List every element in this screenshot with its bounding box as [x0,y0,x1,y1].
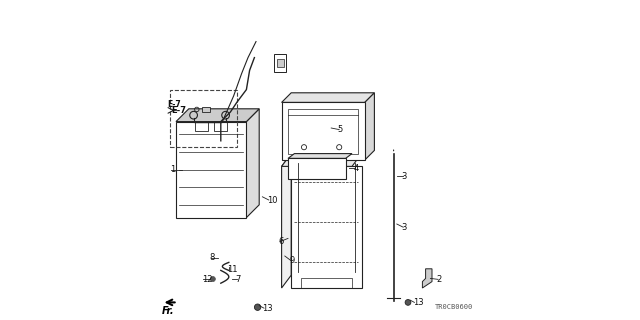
Bar [288,109,358,154]
Polygon shape [288,154,352,158]
Text: Fr.: Fr. [162,306,174,316]
Text: 3: 3 [402,172,407,180]
Polygon shape [246,109,259,218]
Text: 2: 2 [436,275,442,284]
Text: TR0CB0600: TR0CB0600 [435,304,474,310]
Polygon shape [422,269,432,288]
Text: 4: 4 [354,164,359,172]
Polygon shape [365,93,374,160]
Text: 5: 5 [338,125,343,134]
Bar [202,107,210,112]
Polygon shape [282,93,374,102]
Text: 1: 1 [170,165,175,174]
Text: 13: 13 [262,304,273,313]
Bar [291,166,362,288]
Bar [282,102,365,160]
Text: E-7: E-7 [172,106,186,115]
Text: 6: 6 [278,237,284,246]
Bar [214,122,227,131]
Text: 13: 13 [413,298,424,307]
Text: 12: 12 [202,275,212,284]
Polygon shape [282,154,362,166]
Text: 3: 3 [402,223,407,232]
Bar [170,90,237,147]
Text: 10: 10 [268,196,278,204]
Bar [195,122,208,131]
Text: 9: 9 [290,256,295,265]
Bar [277,59,284,67]
Bar [274,54,287,72]
Text: 7: 7 [236,275,241,284]
Polygon shape [176,109,259,122]
Text: 11: 11 [227,265,237,274]
Polygon shape [282,154,291,288]
Text: E-7: E-7 [168,100,181,109]
Circle shape [255,304,261,310]
Text: 8: 8 [210,253,215,262]
Bar [176,122,246,218]
Circle shape [405,300,411,305]
Bar [301,278,352,288]
Bar [288,158,346,179]
Circle shape [210,276,215,282]
